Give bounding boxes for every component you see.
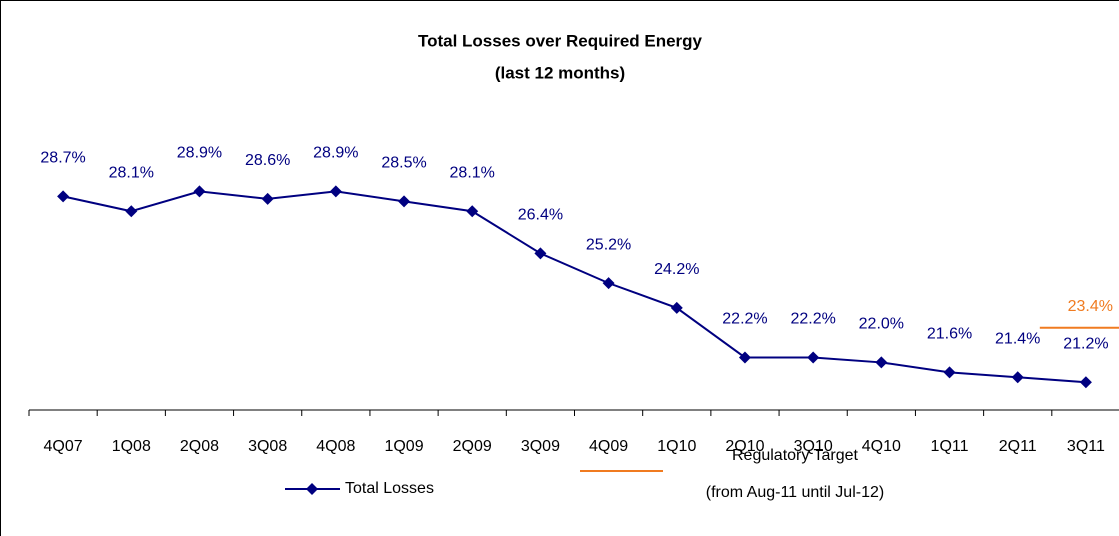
legend-label: Regulatory Target <box>732 447 859 464</box>
data-label: 24.2% <box>654 261 699 278</box>
data-point <box>670 301 683 314</box>
data-label: 21.4% <box>995 331 1040 348</box>
legend-label: Total Losses <box>345 480 434 497</box>
data-label: 25.2% <box>586 236 631 253</box>
x-tick-label: 3Q10 <box>794 438 833 455</box>
data-point <box>193 185 206 198</box>
data-label: 26.4% <box>518 207 563 224</box>
data-label: 22.0% <box>859 316 904 333</box>
x-tick-label: 3Q08 <box>248 438 287 455</box>
data-point <box>943 366 956 379</box>
legend-label: (from Aug-11 until Jul-12) <box>706 484 884 501</box>
x-tick-label: 2Q08 <box>180 438 219 455</box>
data-label: 21.2% <box>1063 335 1108 352</box>
x-tick-label: 1Q10 <box>657 438 696 455</box>
data-label: 22.2% <box>722 311 767 328</box>
data-label: 28.5% <box>381 155 426 172</box>
data-label: 28.7% <box>40 150 85 167</box>
data-point <box>466 205 479 218</box>
x-tick-label: 4Q07 <box>44 438 83 455</box>
x-tick-label: 3Q11 <box>1067 438 1105 455</box>
x-tick-label: 2Q09 <box>453 438 492 455</box>
data-point <box>875 356 888 369</box>
x-tick-label: 4Q10 <box>862 438 901 455</box>
data-point <box>738 351 751 364</box>
x-tick-label: 2Q10 <box>725 438 764 455</box>
series-line <box>62 190 1086 384</box>
data-label: 28.1% <box>450 164 495 181</box>
x-tick-label: 1Q08 <box>112 438 151 455</box>
x-tick-label: 4Q09 <box>589 438 628 455</box>
data-point <box>1079 376 1092 389</box>
data-label: 21.6% <box>927 326 972 343</box>
data-point <box>125 205 138 218</box>
data-label: 22.2% <box>790 311 835 328</box>
data-point <box>807 351 820 364</box>
data-point <box>261 192 274 205</box>
data-point <box>1011 371 1024 384</box>
x-tick-label: 3Q09 <box>521 438 560 455</box>
data-label: 28.1% <box>109 164 154 181</box>
x-tick-label: 1Q09 <box>384 438 423 455</box>
x-tick-label: 4Q08 <box>316 438 355 455</box>
data-label: 28.9% <box>313 145 358 162</box>
data-point <box>534 247 547 260</box>
data-label: 28.9% <box>177 145 222 162</box>
data-point <box>57 190 70 203</box>
target-label: 23.4% <box>1068 298 1113 315</box>
legend-marker <box>306 483 318 495</box>
data-point <box>398 195 411 208</box>
chart-subtitle: (last 12 months) <box>495 63 625 82</box>
chart-title: Total Losses over Required Energy <box>418 31 703 50</box>
data-point <box>329 185 342 198</box>
x-tick-label: 1Q11 <box>931 438 969 455</box>
data-point <box>602 277 615 290</box>
x-tick-label: 2Q11 <box>999 438 1037 455</box>
data-label: 28.6% <box>245 152 290 169</box>
